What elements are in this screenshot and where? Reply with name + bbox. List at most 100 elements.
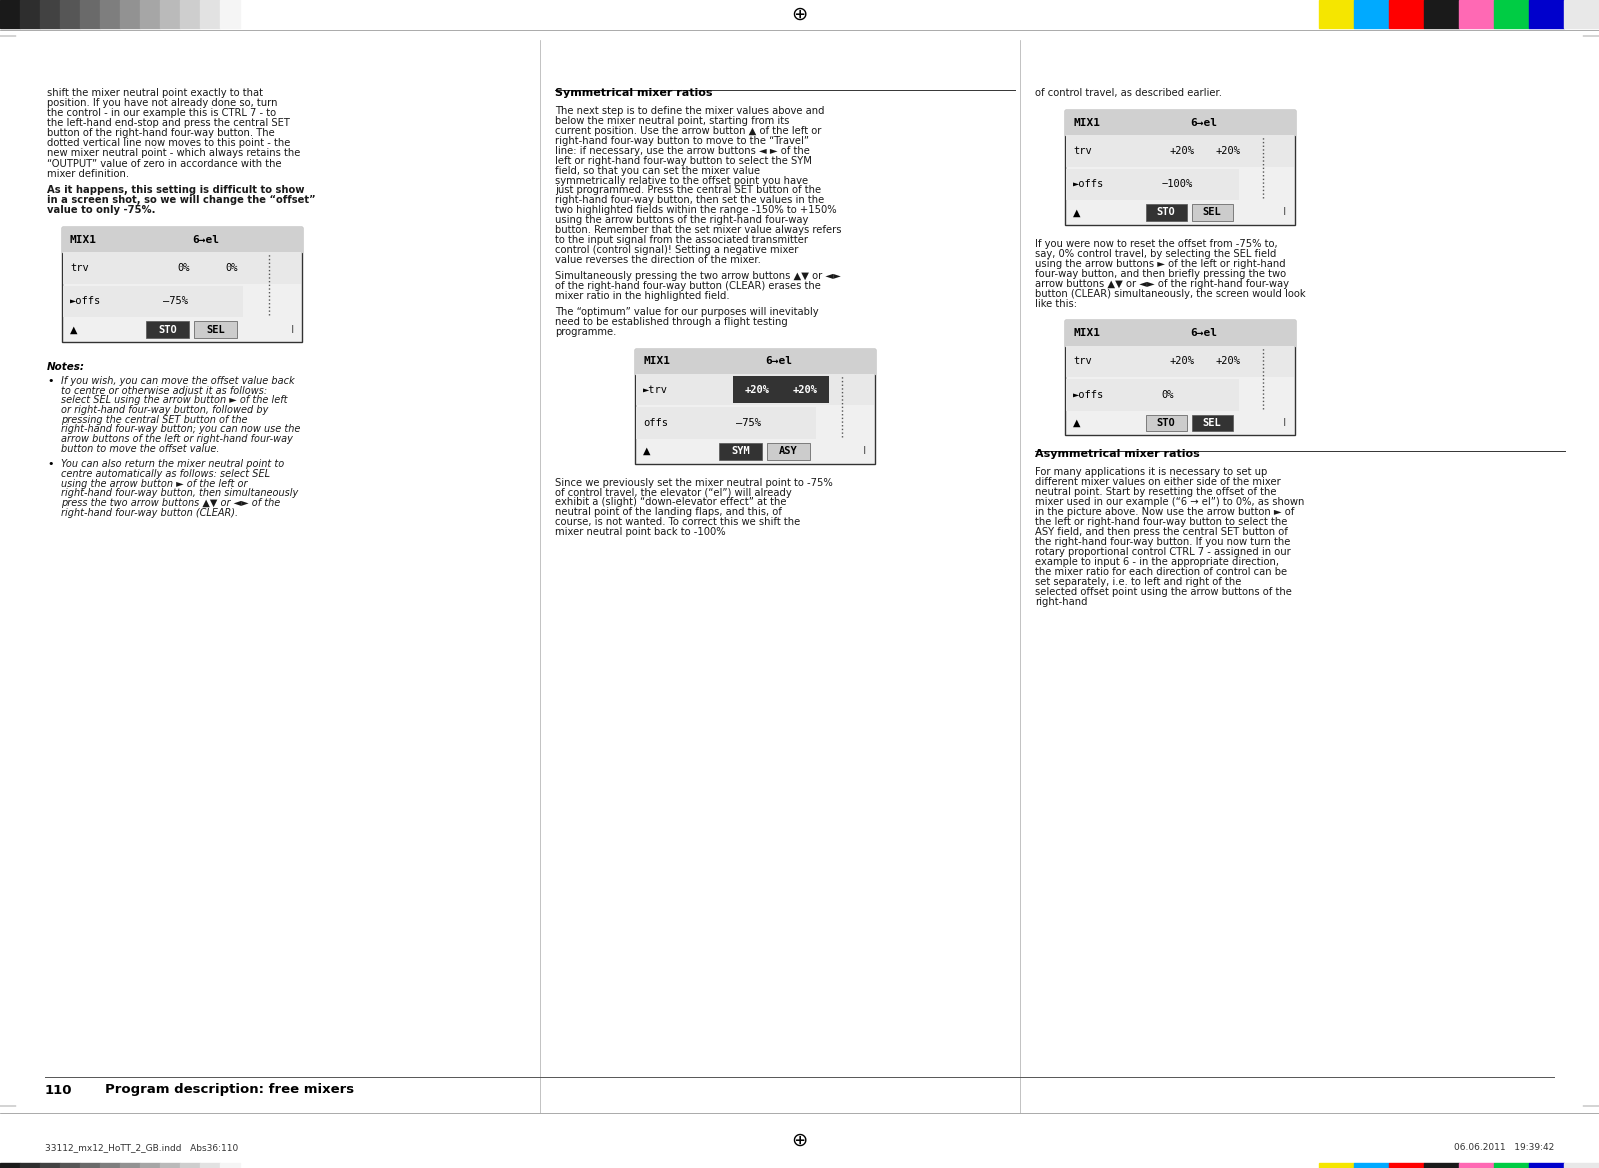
Bar (1145, 204, 1186, 221)
Bar (1067, 346, 1294, 377)
Text: using the arrow button ► of the left or: using the arrow button ► of the left or (61, 479, 248, 488)
Bar (120, 0, 141, 28)
Text: right-hand four-way button, then simultaneously: right-hand four-way button, then simulta… (61, 488, 299, 499)
Text: new mixer neutral point - which always retains the: new mixer neutral point - which always r… (46, 148, 301, 159)
Text: 6→el: 6→el (764, 356, 792, 367)
Bar (635, 348, 875, 374)
Text: example to input 6 - in the appropriate direction,: example to input 6 - in the appropriate … (1035, 557, 1279, 566)
Text: line: if necessary, use the arrow buttons ◄ ► of the: line: if necessary, use the arrow button… (555, 146, 809, 155)
Bar (1067, 380, 1239, 411)
Text: dotted vertical line now moves to this point - the: dotted vertical line now moves to this p… (46, 138, 291, 148)
Text: +20%: +20% (1215, 146, 1241, 157)
Text: right-hand four-way button to move to the “Travel”: right-hand four-way button to move to th… (555, 135, 809, 146)
Text: ASY: ASY (779, 446, 798, 457)
Text: ▲: ▲ (1073, 208, 1081, 217)
Text: programme.: programme. (555, 327, 616, 336)
Text: trv: trv (70, 263, 90, 273)
FancyBboxPatch shape (1065, 320, 1295, 436)
Text: 6→el: 6→el (1190, 328, 1217, 339)
Text: The next step is to define the mixer values above and: The next step is to define the mixer val… (555, 106, 825, 116)
Bar (1354, 0, 1390, 28)
Bar (1191, 204, 1233, 221)
Text: •: • (46, 459, 53, 470)
Bar (61, 0, 80, 28)
Text: say, 0% control travel, by selecting the SEL field: say, 0% control travel, by selecting the… (1035, 249, 1276, 259)
Bar (1191, 415, 1233, 431)
Text: just programmed. Press the central SET button of the: just programmed. Press the central SET b… (555, 186, 822, 195)
Bar (141, 1163, 160, 1168)
Text: Notes:: Notes: (46, 362, 85, 371)
Bar (636, 374, 875, 405)
Text: MIX1: MIX1 (1073, 118, 1100, 127)
Text: ►offs: ►offs (70, 297, 101, 306)
Text: left or right-hand four-way button to select the SYM: left or right-hand four-way button to se… (555, 155, 812, 166)
Bar (780, 376, 828, 403)
Text: press the two arrow buttons ▲▼ or ◄► of the: press the two arrow buttons ▲▼ or ◄► of … (61, 498, 280, 508)
Text: course, is not wanted. To correct this we shift the: course, is not wanted. To correct this w… (555, 517, 800, 527)
Bar (101, 1163, 120, 1168)
Bar (146, 321, 189, 338)
Bar (62, 286, 243, 317)
Bar (768, 443, 811, 459)
Text: STO: STO (1156, 418, 1175, 427)
Text: SEL: SEL (1202, 208, 1222, 217)
Text: 0%: 0% (225, 263, 238, 273)
Text: control (control signal)! Setting a negative mixer: control (control signal)! Setting a nega… (555, 245, 798, 255)
Text: mixer used in our example (“6 → el”) to 0%, as shown: mixer used in our example (“6 → el”) to … (1035, 498, 1305, 507)
Text: selected offset point using the arrow buttons of the: selected offset point using the arrow bu… (1035, 586, 1292, 597)
Text: of control travel, the elevator (“el”) will already: of control travel, the elevator (“el”) w… (555, 487, 792, 498)
Text: or right-hand four-way button, followed by: or right-hand four-way button, followed … (61, 405, 269, 415)
Text: Simultaneously pressing the two arrow buttons ▲▼ or ◄►: Simultaneously pressing the two arrow bu… (555, 271, 841, 281)
Text: I: I (863, 446, 867, 457)
Text: I: I (1284, 208, 1287, 217)
Bar (200, 1163, 221, 1168)
Bar (1390, 0, 1425, 28)
Text: mixer definition.: mixer definition. (46, 168, 130, 179)
Text: exhibit a (slight) “down-elevator effect” at the: exhibit a (slight) “down-elevator effect… (555, 498, 787, 507)
Bar (1065, 110, 1295, 135)
Text: ▲: ▲ (1073, 418, 1081, 427)
Text: +20%: +20% (1169, 146, 1194, 157)
Bar (1529, 1163, 1564, 1168)
Text: four-way button, and then briefly pressing the two: four-way button, and then briefly pressi… (1035, 269, 1286, 279)
FancyBboxPatch shape (1065, 110, 1295, 225)
Bar (0, 0, 21, 28)
Text: like this:: like this: (1035, 299, 1078, 308)
Text: 0%: 0% (177, 263, 190, 273)
Text: MIX1: MIX1 (643, 356, 670, 367)
Bar (1065, 320, 1295, 346)
Bar (1145, 415, 1186, 431)
Text: need to be established through a flight testing: need to be established through a flight … (555, 317, 788, 327)
Text: The “optimum” value for our purposes will inevitably: The “optimum” value for our purposes wil… (555, 307, 819, 317)
Bar (1493, 1163, 1529, 1168)
Text: select SEL using the arrow button ► of the left: select SEL using the arrow button ► of t… (61, 395, 288, 405)
Bar (21, 0, 40, 28)
Bar (181, 0, 200, 28)
Bar (120, 1163, 141, 1168)
Text: MIX1: MIX1 (1073, 328, 1100, 339)
Bar (1458, 0, 1493, 28)
Bar (1425, 0, 1458, 28)
Bar (61, 1163, 80, 1168)
Bar (141, 0, 160, 28)
Text: ►offs: ►offs (1073, 390, 1105, 399)
Text: to centre or otherwise adjust it as follows:: to centre or otherwise adjust it as foll… (61, 385, 267, 396)
Text: STO: STO (1156, 208, 1175, 217)
Bar (636, 408, 815, 439)
Text: the right-hand four-way button. If you now turn the: the right-hand four-way button. If you n… (1035, 537, 1290, 547)
Text: I: I (1284, 418, 1287, 427)
Text: offs: offs (643, 418, 668, 427)
Bar (200, 0, 221, 28)
FancyBboxPatch shape (635, 348, 875, 464)
Text: pressing the central SET button of the: pressing the central SET button of the (61, 415, 248, 425)
Text: set separately, i.e. to left and right of the: set separately, i.e. to left and right o… (1035, 577, 1241, 586)
Text: ►trv: ►trv (643, 384, 668, 395)
Text: button (CLEAR) simultaneously, the screen would look: button (CLEAR) simultaneously, the scree… (1035, 288, 1306, 299)
Text: right-hand four-way button, then set the values in the: right-hand four-way button, then set the… (555, 195, 823, 206)
Text: mixer neutral point back to -100%: mixer neutral point back to -100% (555, 527, 726, 537)
Text: mixer ratio in the highlighted field.: mixer ratio in the highlighted field. (555, 291, 729, 301)
Text: Symmetrical mixer ratios: Symmetrical mixer ratios (555, 88, 713, 98)
Text: below the mixer neutral point, starting from its: below the mixer neutral point, starting … (555, 116, 790, 126)
Bar (1067, 168, 1239, 200)
Text: to the input signal from the associated transmitter: to the input signal from the associated … (555, 235, 807, 245)
